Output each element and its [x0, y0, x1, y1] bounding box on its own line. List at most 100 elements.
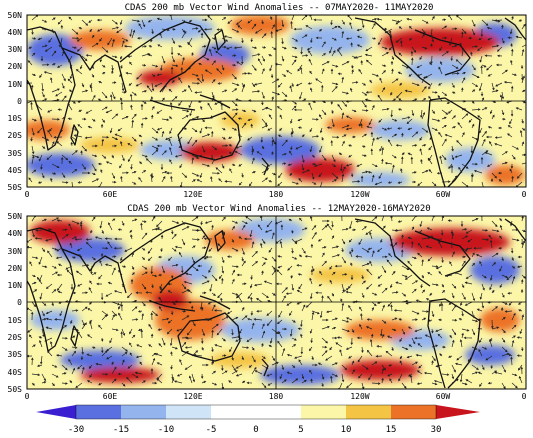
- lon-label: 180: [269, 392, 284, 401]
- wind-vector-arrow: [361, 154, 367, 157]
- wind-vector-arrow: [35, 229, 43, 232]
- wind-vector-arrow: [315, 291, 323, 295]
- wind-vector-arrow: [86, 380, 93, 384]
- wind-vector-arrow: [167, 290, 173, 294]
- wind-vector-arrow: [361, 19, 365, 29]
- wind-vector-arrow: [130, 104, 133, 111]
- wind-vector-arrow: [221, 37, 229, 42]
- wind-vector-arrow: [176, 328, 183, 332]
- wind-vector-arrow: [480, 216, 484, 222]
- wind-vector-arrow: [121, 91, 127, 94]
- wind-vector-arrow: [291, 127, 294, 135]
- wind-vector-arrow: [204, 220, 213, 224]
- wind-vector-arrow: [471, 89, 476, 93]
- wind-vector-arrow: [341, 319, 350, 323]
- wind-vector-arrow: [71, 256, 76, 259]
- wind-vector-arrow: [91, 94, 96, 102]
- wind-vector-arrow: [289, 172, 293, 176]
- wind-vector-arrow: [377, 283, 383, 287]
- wind-vector-arrow: [111, 218, 116, 222]
- wind-vector-arrow: [270, 73, 274, 79]
- wind-vector-arrow: [234, 151, 243, 156]
- wind-vector-arrow: [309, 277, 313, 285]
- wind-vector-arrow: [181, 226, 190, 231]
- wind-vector-arrow: [507, 292, 513, 295]
- wind-vector-arrow: [41, 381, 47, 384]
- wind-vector-arrow: [249, 181, 253, 187]
- wind-vector-arrow: [376, 18, 383, 21]
- wind-vector-arrow: [261, 323, 265, 330]
- wind-vector-arrow: [58, 45, 63, 48]
- wind-vector-arrow: [381, 216, 385, 222]
- wind-vector-arrow: [98, 274, 103, 280]
- wind-vector-arrow: [279, 240, 283, 249]
- wind-vector-arrow: [151, 73, 156, 78]
- wind-vector-arrow: [391, 317, 398, 321]
- wind-vector-arrow: [321, 295, 324, 303]
- wind-vector-arrow: [450, 164, 454, 173]
- wind-vector-arrow: [361, 133, 367, 138]
- lon-label: 0: [522, 392, 527, 401]
- wind-vector-arrow: [239, 328, 243, 334]
- wind-vector-arrow: [267, 127, 273, 131]
- wind-vector-arrow: [101, 154, 107, 159]
- wind-vector-arrow: [30, 311, 34, 321]
- wind-vector-arrow: [315, 36, 323, 40]
- wind-vector-arrow: [27, 100, 33, 105]
- wind-vector-arrow: [521, 23, 526, 30]
- wind-vector-arrow: [181, 220, 185, 225]
- wind-vector-arrow: [377, 274, 383, 279]
- wind-vector-arrow: [408, 37, 413, 41]
- wind-vector-arrow: [461, 235, 469, 240]
- wind-vector-arrow: [61, 73, 66, 82]
- wind-vector-arrow: [451, 328, 457, 336]
- panel-2-map: [27, 216, 526, 389]
- wind-vector-arrow: [301, 34, 308, 39]
- wind-vector-arrow: [309, 369, 313, 375]
- wind-vector-arrow: [111, 26, 119, 30]
- wind-vector-arrow: [221, 337, 226, 342]
- wind-vector-arrow: [401, 241, 404, 249]
- wind-vector-arrow: [321, 109, 327, 116]
- lat-label: 20N: [8, 264, 23, 273]
- wind-vector-arrow: [331, 118, 335, 128]
- wind-vector-arrow: [188, 100, 193, 108]
- wind-vector-arrow: [85, 241, 93, 249]
- wind-vector-arrow: [501, 37, 505, 44]
- wind-vector-arrow: [310, 37, 313, 44]
- wind-vector-arrow: [364, 53, 373, 57]
- wind-vector-arrow: [211, 224, 214, 231]
- wind-vector-arrow: [451, 44, 458, 48]
- wind-vector-arrow: [111, 361, 114, 366]
- wind-vector-arrow: [341, 173, 345, 183]
- wind-vector-arrow: [301, 379, 307, 384]
- wind-vector-arrow: [247, 292, 253, 300]
- wind-vector-arrow: [136, 73, 143, 80]
- wind-vector-arrow: [387, 335, 393, 339]
- wind-vector-arrow: [118, 301, 123, 310]
- wind-vector-arrow: [71, 181, 73, 187]
- wind-vector-arrow: [214, 344, 223, 348]
- wind-vector-arrow: [251, 157, 255, 165]
- wind-vector-arrow: [441, 256, 444, 264]
- colorbar-label: -5: [206, 425, 217, 435]
- wind-vector-arrow: [366, 125, 373, 129]
- wind-vector-arrow: [337, 103, 343, 111]
- wind-vector-arrow: [291, 247, 294, 254]
- wind-vector-arrow: [295, 145, 303, 150]
- wind-vector-arrow: [31, 154, 40, 159]
- wind-vector-arrow: [451, 318, 458, 322]
- wind-vector-arrow: [426, 227, 433, 231]
- wind-vector-arrow: [295, 82, 303, 87]
- wind-vector-arrow: [139, 361, 143, 366]
- wind-vector-arrow: [391, 164, 395, 174]
- wind-vector-arrow: [309, 145, 313, 153]
- wind-vector-arrow: [161, 55, 166, 64]
- wind-vector-arrow: [431, 328, 434, 334]
- wind-vector-arrow: [38, 256, 43, 265]
- wind-vector-arrow: [471, 292, 476, 301]
- wind-vector-arrow: [341, 112, 345, 120]
- wind-vector-arrow: [229, 346, 233, 353]
- wind-vector-arrow: [361, 364, 369, 370]
- wind-vector-arrow: [511, 73, 517, 77]
